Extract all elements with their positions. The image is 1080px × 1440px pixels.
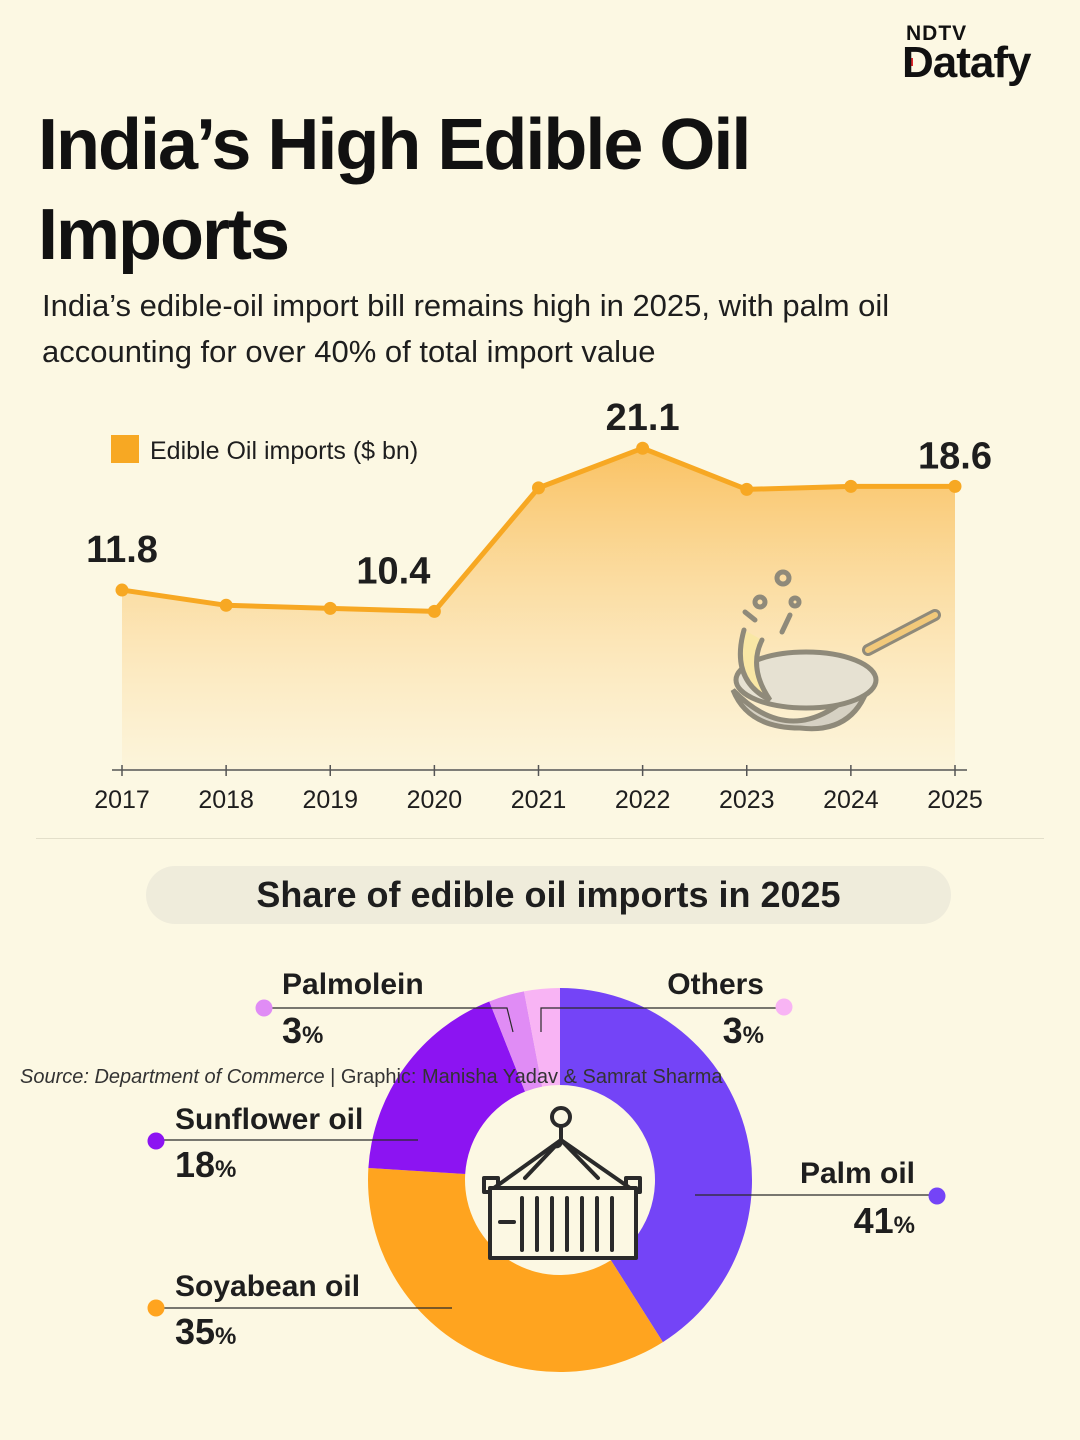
slice-sunflower-oil [368,1001,526,1175]
data-label: 18.6 [918,435,992,477]
slice-soyabean-oil [368,1167,663,1372]
slice-value-soyabean-oil: 35% [175,1311,236,1352]
chart-legend: Edible Oil imports ($ bn) [111,435,418,465]
page-title: India’s High Edible Oil Imports [38,105,751,275]
footer-credit: | Graphic: Manisha Yadav & Samrat Sharma [324,1066,723,1088]
footer-source: Source: Department of Commerce [20,1066,325,1088]
brand-top: NDTV [906,22,968,45]
data-point [636,441,650,455]
data-point [323,601,337,615]
legend-dot-palmolein [255,999,273,1017]
x-tick-label: 2018 [198,786,254,814]
legend-swatch [111,435,139,463]
shipping-container-icon [482,1106,642,1260]
data-label: 10.4 [356,550,430,592]
leader-line-others [540,1007,780,1032]
legend-dot-palm-oil [928,1187,946,1205]
data-point [948,479,962,493]
slice-value-palm-oil: 41% [854,1200,915,1241]
legend-dot-sunflower-oil [147,1132,165,1150]
slice-label-soyabean-oil: Soyabean oil [175,1270,360,1303]
slice-label-others: Others [667,968,764,1001]
slice-value-palmolein: 3% [282,1010,323,1051]
slice-label-palmolein: Palmolein [282,968,424,1001]
x-tick-label: 2019 [302,786,358,814]
data-point [219,598,233,612]
slice-value-sunflower-oil: 18% [175,1144,236,1185]
slice-palmolein [489,991,543,1092]
slice-label-sunflower-oil: Sunflower oil [175,1103,363,1136]
data-point [532,481,545,495]
x-tick-label: 2024 [823,786,879,814]
data-label: 11.8 [86,529,158,571]
x-tick-label: 2017 [94,786,150,814]
x-tick-label: 2021 [511,786,567,814]
brand-logo: Datafy [902,38,1031,87]
donut-title: Share of edible oil imports in 2025 [146,866,951,924]
wok-icon [730,569,941,732]
imports-share-donut: Palm oil 41% Soyabean oil 35% Sunflower oil 1… [147,968,946,1372]
data-point [740,482,754,496]
section-divider [36,838,1044,839]
legend-dot-soyabean-oil [147,1299,165,1317]
x-tick-label: 2025 [927,786,983,814]
x-tick-label: 2022 [615,786,671,814]
footer: Source: Department of Commerce | Graphic… [20,1066,723,1089]
slice-label-palm-oil: Palm oil [800,1157,915,1190]
data-point [427,604,441,618]
slice-value-others: 3% [723,1010,764,1051]
brand-dot [905,58,913,66]
imports-line-chart: Edible Oil imports ($ bn) 2017 2018 2019 20… [86,397,992,814]
data-point [844,479,858,493]
legend-dot-others [775,998,793,1016]
data-point [115,583,129,597]
data-label: 21.1 [606,397,680,439]
x-tick-label: 2023 [719,786,775,814]
slice-palm-oil [560,988,752,1343]
page-subtitle: India’s edible-oil import bill remains h… [42,288,890,369]
x-tick-label: 2020 [407,786,463,814]
legend-label: Edible Oil imports ($ bn) [150,437,418,465]
slice-others [524,988,560,1087]
leader-line-palmolein [265,1007,514,1033]
